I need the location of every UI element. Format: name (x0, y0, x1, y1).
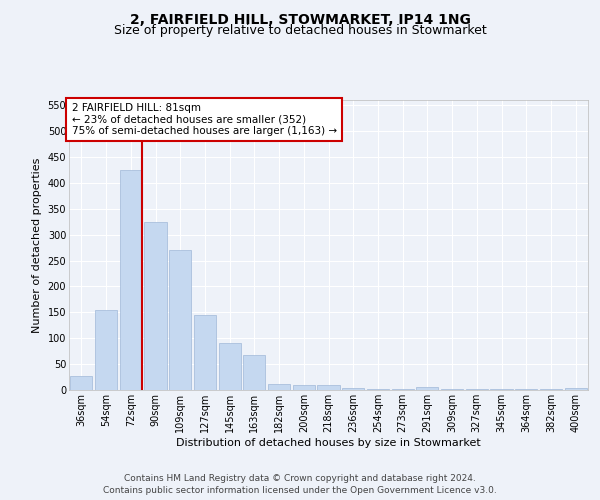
Bar (392, 389, 414, 390)
Text: Size of property relative to detached houses in Stowmarket: Size of property relative to detached ho… (113, 24, 487, 37)
Text: 2, FAIRFIELD HILL, STOWMARKET, IP14 1NG: 2, FAIRFIELD HILL, STOWMARKET, IP14 1NG (130, 12, 470, 26)
Bar (95, 310, 117, 390)
Bar (194, 315, 216, 390)
Bar (169, 250, 191, 390)
X-axis label: Distribution of detached houses by size in Stowmarket: Distribution of detached houses by size … (176, 438, 481, 448)
Bar (293, 386, 315, 390)
Bar (317, 386, 340, 390)
Bar (243, 355, 265, 390)
Bar (268, 384, 290, 390)
Bar (218, 344, 241, 390)
Bar (416, 388, 439, 390)
Text: Contains HM Land Registry data © Crown copyright and database right 2024.
Contai: Contains HM Land Registry data © Crown c… (103, 474, 497, 495)
Text: 2 FAIRFIELD HILL: 81sqm
← 23% of detached houses are smaller (352)
75% of semi-d: 2 FAIRFIELD HILL: 81sqm ← 23% of detache… (71, 103, 337, 136)
Bar (145, 222, 167, 390)
Bar (70, 376, 92, 390)
Bar (119, 170, 142, 390)
Bar (565, 388, 587, 390)
Bar (342, 388, 364, 390)
Y-axis label: Number of detached properties: Number of detached properties (32, 158, 42, 332)
Bar (367, 389, 389, 390)
Bar (515, 389, 538, 390)
